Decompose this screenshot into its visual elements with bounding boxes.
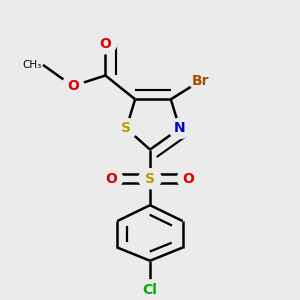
Circle shape — [94, 34, 117, 54]
Text: O: O — [100, 37, 111, 51]
Text: O: O — [105, 172, 117, 186]
Text: Br: Br — [192, 74, 209, 88]
Circle shape — [139, 280, 161, 300]
Circle shape — [115, 118, 137, 139]
Circle shape — [189, 71, 212, 91]
Circle shape — [100, 169, 123, 189]
Text: CH₃: CH₃ — [22, 60, 41, 70]
Circle shape — [139, 169, 161, 189]
Text: S: S — [121, 122, 131, 135]
Circle shape — [168, 118, 191, 139]
Text: N: N — [174, 122, 185, 135]
Text: Cl: Cl — [142, 283, 158, 297]
Text: S: S — [145, 172, 155, 186]
Circle shape — [61, 76, 84, 96]
Text: O: O — [67, 79, 79, 93]
Text: O: O — [183, 172, 195, 186]
Circle shape — [177, 169, 200, 189]
